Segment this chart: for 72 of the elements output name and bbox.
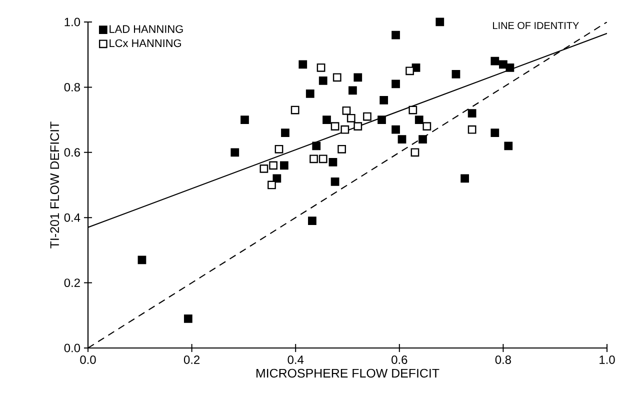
point (392, 125, 400, 134)
point (318, 154, 328, 164)
point (363, 112, 372, 121)
x-tick-label: 0.2 (184, 356, 200, 364)
point (506, 63, 514, 72)
point (312, 142, 321, 150)
point (184, 314, 192, 323)
point (418, 135, 427, 144)
point (290, 106, 300, 114)
point (452, 70, 460, 78)
point (281, 128, 290, 138)
x-tick-label: 0.0 (80, 356, 96, 364)
point (318, 76, 328, 85)
point (392, 30, 400, 40)
point (422, 122, 432, 131)
point (504, 142, 513, 150)
point (260, 164, 268, 173)
point (298, 60, 308, 69)
x-tick-label: 0.8 (495, 356, 511, 364)
x-tick-label: 0.4 (288, 356, 304, 364)
point (468, 125, 476, 134)
point (240, 116, 249, 124)
x-tick-label: 0.6 (392, 356, 408, 364)
x-tick-label: 1.0 (600, 356, 615, 364)
point (272, 174, 282, 183)
point (378, 116, 386, 124)
y-tick-label: 0.0 (64, 344, 80, 352)
point (408, 106, 418, 114)
point (138, 256, 146, 264)
point (274, 144, 284, 154)
y-axis-title: TI-201 FLOW DEFICIT (50, 122, 60, 248)
point (322, 116, 331, 124)
point (330, 178, 340, 186)
point (330, 122, 340, 131)
y-tick-label: 0.6 (64, 148, 80, 157)
point (499, 60, 508, 69)
point (392, 80, 400, 88)
point (490, 128, 500, 138)
point (406, 66, 414, 76)
point (436, 18, 444, 26)
point (342, 106, 351, 115)
point (398, 135, 406, 144)
y-tick-label: 0.2 (64, 278, 80, 288)
point (468, 109, 476, 118)
point (230, 148, 240, 157)
point (306, 90, 314, 98)
point (460, 174, 469, 183)
point (332, 73, 342, 82)
point (269, 161, 278, 170)
point (410, 148, 420, 157)
y-tick-label: 1.0 (64, 18, 80, 26)
point (380, 96, 388, 104)
legend-label: LAD HANNING (110, 25, 183, 33)
y-tick-label: 0.8 (64, 82, 80, 92)
point (268, 180, 276, 190)
point (316, 63, 326, 72)
point (490, 56, 500, 66)
point (328, 158, 338, 166)
point (414, 116, 424, 124)
y-tick-label: 0.4 (64, 213, 80, 222)
point (310, 154, 318, 164)
annotation: LINE OF IDENTITY (493, 22, 579, 30)
point (348, 86, 357, 95)
point (338, 144, 346, 154)
point (280, 161, 288, 170)
legend-label: LCx HANNING (110, 39, 181, 48)
point (354, 122, 362, 131)
point (354, 73, 362, 82)
point (308, 216, 316, 226)
point (340, 125, 350, 134)
x-axis-title: MICROSPHERE FLOW DEFICIT (256, 368, 440, 378)
point (346, 114, 356, 122)
